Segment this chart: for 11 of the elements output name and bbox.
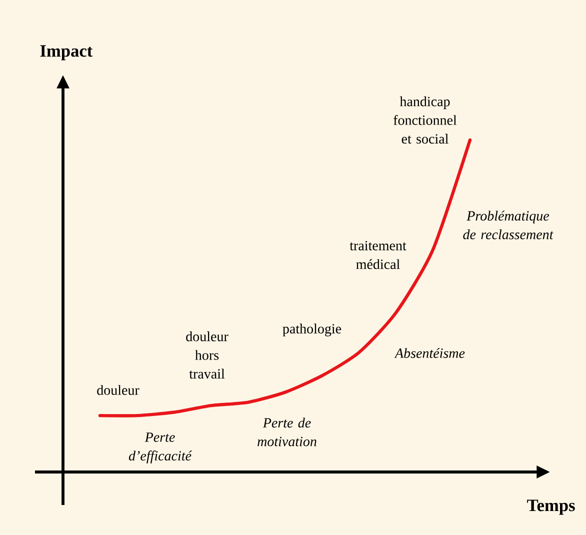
annotation: handicap fonctionnel et social <box>394 96 457 144</box>
annotation: douleur hors travail <box>186 331 228 379</box>
annotation: traitement médical <box>350 240 406 270</box>
annotation: Absentéisme <box>394 348 465 358</box>
annotation: douleur <box>97 385 140 395</box>
x-axis-title: Temps <box>527 500 575 515</box>
annotation: Problématique de reclassement <box>463 210 554 240</box>
y-axis-title: Impact <box>40 45 93 60</box>
annotation: pathologie <box>282 324 342 336</box>
annotation: Perte d’efficacité <box>128 432 192 464</box>
annotation: Perte de motivation <box>258 418 316 446</box>
